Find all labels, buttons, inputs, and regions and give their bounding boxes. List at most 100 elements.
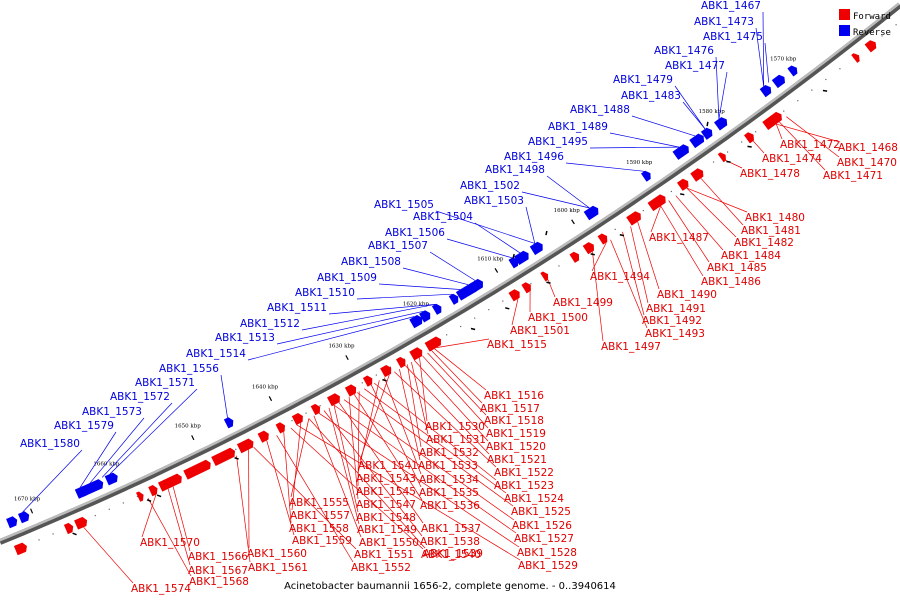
reverse-gene <box>6 516 18 529</box>
reverse-leader-line <box>674 85 706 130</box>
reverse-gene-label: ABK1_1508 <box>341 256 401 268</box>
feature-mark <box>146 499 152 502</box>
forward-leader-line <box>353 394 423 501</box>
legend-reverse-label: Reverse <box>853 28 891 38</box>
forward-leader-line <box>675 195 724 251</box>
reverse-gene <box>448 293 459 305</box>
forward-gene-label: ABK1_1566 <box>188 551 248 563</box>
forward-gene <box>148 485 158 497</box>
reverse-gene-label: ABK1_1495 <box>528 136 588 148</box>
forward-leader-line <box>253 446 357 550</box>
reverse-gene <box>223 417 234 429</box>
reverse-leader-line <box>247 316 415 361</box>
forward-gene <box>63 522 74 535</box>
forward-leader-line <box>290 427 424 550</box>
reverse-gene <box>74 486 88 499</box>
forward-gene-label: ABK1_1531 <box>426 434 486 446</box>
scale-minor-dot <box>108 508 110 510</box>
reverse-gene-label: ABK1_1504 <box>413 211 473 223</box>
forward-gene <box>362 375 373 387</box>
forward-leader-line <box>323 410 423 537</box>
forward-leader-line <box>637 221 660 290</box>
forward-gene <box>597 233 608 245</box>
reverse-gene <box>431 303 442 315</box>
reverse-gene-label: ABK1_1513 <box>215 332 275 344</box>
reverse-gene-label: ABK1_1511 <box>267 302 327 314</box>
forward-leader-line <box>422 355 489 429</box>
scale-tick <box>571 219 575 225</box>
forward-leader-line <box>328 407 360 525</box>
forward-leader-line <box>83 526 134 584</box>
forward-gene-label: ABK1_1491 <box>646 303 706 315</box>
forward-leader-line <box>357 391 360 487</box>
scale-tick-label: 1660 kbp <box>93 462 120 468</box>
forward-leader-line <box>660 205 704 277</box>
scale-minor-dot <box>726 151 729 153</box>
forward-gene <box>677 178 689 191</box>
reverse-gene-label: ABK1_1512 <box>240 318 300 330</box>
forward-gene-label: ABK1_1515 <box>487 339 547 351</box>
scale-minor-dot <box>122 502 124 504</box>
forward-leader-line <box>313 415 362 538</box>
reverse-gene <box>104 472 118 486</box>
forward-gene-label: ABK1_1561 <box>248 562 308 574</box>
reverse-leader-line <box>301 303 436 331</box>
reverse-gene-label: ABK1_1489 <box>548 121 608 133</box>
reverse-leader-line <box>589 146 680 149</box>
scale-minor-dot <box>460 325 462 328</box>
forward-leader-line <box>356 392 514 507</box>
forward-gene-label: ABK1_1521 <box>487 454 547 466</box>
feature-mark <box>546 281 551 284</box>
forward-gene-label: ABK1_1492 <box>642 315 702 327</box>
forward-gene <box>380 365 392 378</box>
forward-leader-line <box>308 418 426 549</box>
forward-gene-label: ABK1_1540 <box>421 549 481 561</box>
reverse-leader-line <box>525 206 536 244</box>
forward-leader-line <box>357 380 380 474</box>
forward-leader-line <box>172 486 191 552</box>
feature-mark <box>234 457 239 460</box>
reverse-gene <box>470 278 483 293</box>
forward-leader-line <box>622 231 645 316</box>
scale-minor-dot <box>305 412 307 414</box>
scale-tick-label: 1590 kbp <box>626 160 653 166</box>
map-caption: Acinetobacter baumannii 1656-2, complete… <box>284 581 616 592</box>
forward-gene <box>690 168 704 182</box>
reverse-gene <box>714 117 728 131</box>
reverse-gene <box>508 257 519 269</box>
forward-gene-label: ABK1_1541 <box>358 460 418 472</box>
scale-minor-dot <box>235 448 237 450</box>
forward-gene <box>236 438 254 454</box>
reverse-gene-label: ABK1_1580 <box>20 438 80 450</box>
reverse-gene-label: ABK1_1505 <box>374 199 434 211</box>
forward-gene <box>424 336 441 352</box>
reverse-gene <box>419 310 431 323</box>
forward-gene-label: ABK1_1482 <box>734 237 794 249</box>
feature-mark <box>726 160 731 163</box>
reverse-leader-line <box>101 402 173 478</box>
scale-minor-dot <box>52 533 54 535</box>
scale-tick-label: 1580 kbp <box>699 109 726 115</box>
forward-gene-label: ABK1_1534 <box>419 474 479 486</box>
forward-gene <box>582 242 594 255</box>
forward-gene-label: ABK1_1517 <box>480 403 540 415</box>
reverse-leader-line <box>609 132 680 148</box>
feature-mark <box>382 378 387 382</box>
scale-minor-dot <box>811 89 813 91</box>
scale-minor-dot <box>839 68 841 70</box>
forward-leader-line <box>414 360 489 442</box>
reverse-gene-label: ABK1_1510 <box>295 287 355 299</box>
reverse-leader-line <box>682 101 706 130</box>
forward-gene-label: ABK1_1526 <box>512 520 572 532</box>
forward-leader-line <box>686 187 737 238</box>
reverse-gene-label: ABK1_1573 <box>82 406 142 418</box>
reverse-gene-label: ABK1_1473 <box>694 16 754 28</box>
forward-gene-label: ABK1_1529 <box>518 560 578 572</box>
forward-leader-line <box>167 488 191 566</box>
forward-gene <box>158 473 182 492</box>
feature-mark <box>72 532 77 536</box>
scale-tick-label: 1620 kbp <box>403 301 430 307</box>
forward-leader-line <box>668 200 710 263</box>
scale-minor-dot <box>38 539 40 541</box>
